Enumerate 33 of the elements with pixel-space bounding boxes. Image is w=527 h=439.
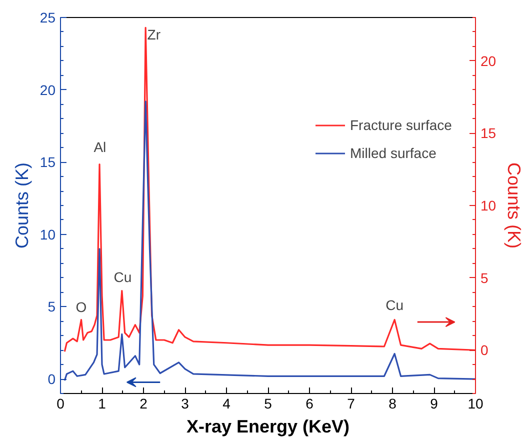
y2-tick-label: 10 (480, 198, 496, 214)
annotation: Cu (386, 297, 404, 314)
line-series (64, 100, 476, 382)
y-tick-label: 25 (40, 10, 56, 26)
line-series (64, 26, 476, 352)
y-tick-label: 10 (40, 226, 56, 242)
annotation: Al (94, 139, 106, 156)
legend-label: Milled surface (350, 145, 436, 161)
x-axis-title: X-ray Energy (KeV) (186, 416, 350, 436)
x-tick-label: 10 (468, 396, 484, 412)
y2-tick-label: 0 (480, 342, 488, 358)
x-tick-label: 4 (222, 396, 231, 412)
annotation: O (76, 299, 87, 316)
x-tick-label: 8 (388, 396, 397, 412)
x-tick-label: 2 (140, 396, 148, 412)
y2-tick-label: 20 (480, 52, 496, 69)
x-tick-label: 6 (306, 396, 314, 412)
y2-tick-label: 15 (480, 125, 496, 142)
x-tick-label: 3 (181, 396, 190, 412)
x-tick-label: 1 (98, 396, 106, 412)
legend-label: Fracture surface (350, 117, 452, 133)
x-tick-label: 5 (264, 396, 272, 412)
y-tick-label: 0 (48, 371, 56, 388)
x-tick-label: 9 (430, 396, 438, 412)
annotation: Zr (147, 26, 161, 42)
annotation: Cu (114, 268, 132, 285)
y2-tick-label: 5 (480, 270, 488, 286)
y-tick-label: 5 (48, 298, 56, 315)
y-axis-title: Counts (K) (12, 162, 32, 249)
y-tick-label: 15 (40, 154, 56, 170)
y-tick-label: 20 (40, 82, 56, 98)
x-tick-label: 7 (347, 396, 356, 412)
y2-axis-title: Counts (K) (504, 162, 524, 249)
